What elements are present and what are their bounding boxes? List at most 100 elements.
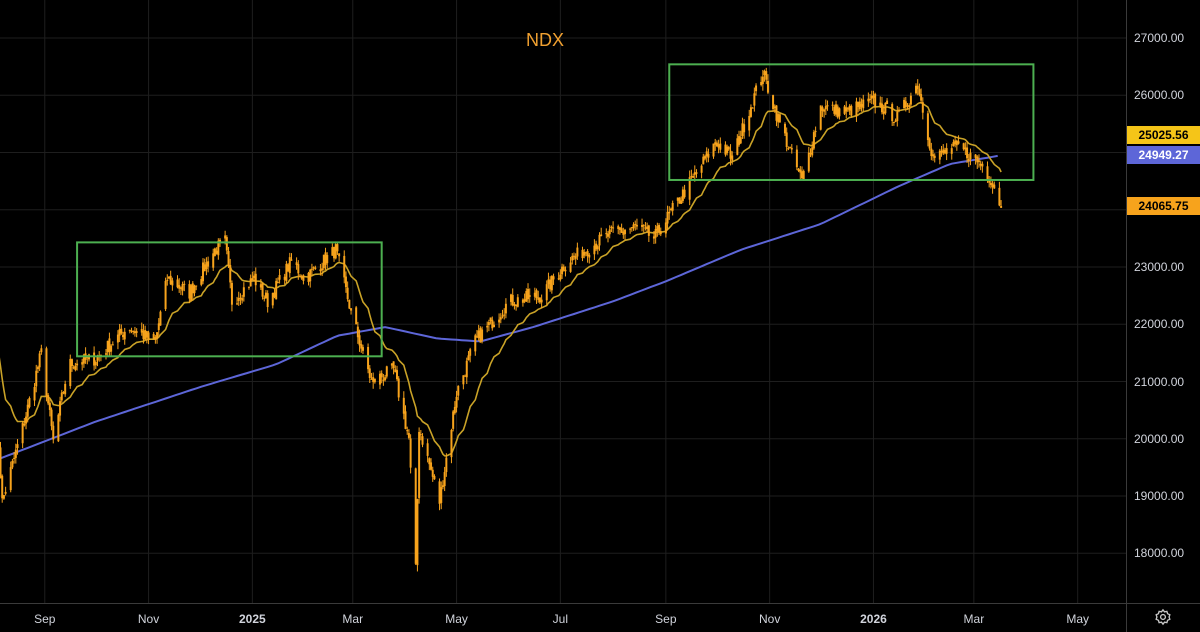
candle-body bbox=[624, 229, 627, 235]
candle-body bbox=[154, 337, 157, 340]
candle-body bbox=[765, 71, 768, 80]
candle-body bbox=[156, 332, 159, 339]
range-box-2 bbox=[668, 63, 1035, 181]
candle-body bbox=[581, 249, 584, 259]
candle-body bbox=[350, 308, 353, 311]
candle-body bbox=[215, 250, 218, 254]
candle-body bbox=[559, 274, 562, 280]
candle-body bbox=[406, 430, 409, 432]
x-tick-label: 2026 bbox=[860, 612, 887, 626]
candle-body bbox=[200, 279, 203, 285]
candle-body bbox=[299, 275, 302, 277]
candle-body bbox=[957, 141, 960, 144]
candle-body bbox=[430, 462, 433, 470]
candle-body bbox=[707, 153, 710, 158]
range-box-1 bbox=[76, 241, 383, 358]
candle-body bbox=[336, 244, 339, 252]
candle-body bbox=[600, 234, 603, 236]
candle-body bbox=[561, 266, 564, 275]
x-tick-label: Sep bbox=[34, 612, 56, 626]
candle-body bbox=[486, 325, 489, 328]
candle-body bbox=[467, 355, 470, 361]
candle-body bbox=[612, 227, 615, 229]
candle-body bbox=[70, 359, 73, 367]
candle-body bbox=[702, 156, 705, 165]
candle-body bbox=[47, 395, 50, 404]
candle-body bbox=[909, 95, 912, 105]
candle-body bbox=[426, 443, 429, 456]
candle-body bbox=[169, 275, 172, 285]
candle-body bbox=[464, 375, 467, 377]
candle-body bbox=[515, 304, 518, 307]
candle-body bbox=[644, 227, 647, 229]
candle-body bbox=[659, 231, 662, 235]
candle-body bbox=[35, 370, 38, 387]
candle-body bbox=[824, 106, 827, 110]
candle-body bbox=[132, 330, 135, 333]
x-tick-label: Mar bbox=[963, 612, 985, 626]
candle-body bbox=[212, 253, 215, 268]
candle-body bbox=[552, 276, 555, 280]
candle-body bbox=[503, 314, 506, 316]
candle-body bbox=[835, 104, 838, 115]
candle-body bbox=[930, 148, 933, 157]
candle-body bbox=[498, 319, 501, 323]
candle-body bbox=[14, 449, 17, 458]
candle-body bbox=[833, 106, 836, 114]
candle-body bbox=[564, 269, 567, 272]
candle-body bbox=[254, 273, 257, 286]
candle-body bbox=[288, 257, 291, 274]
candle-body bbox=[384, 377, 387, 381]
candle-body bbox=[715, 142, 718, 147]
candle-body bbox=[261, 283, 264, 297]
candle-body bbox=[724, 144, 727, 155]
candle-body bbox=[60, 392, 63, 401]
candle-body bbox=[884, 102, 887, 114]
candle-body bbox=[802, 170, 805, 180]
candle-body bbox=[418, 431, 421, 498]
candle-body bbox=[344, 276, 347, 288]
candle-body bbox=[894, 120, 897, 122]
candle-body bbox=[76, 363, 79, 366]
ma-slow-value-badge: 24949.27 bbox=[1127, 146, 1200, 164]
candle-body bbox=[147, 332, 150, 340]
candle-body bbox=[81, 362, 84, 365]
gear-icon[interactable] bbox=[1154, 608, 1172, 626]
candle-body bbox=[921, 102, 924, 113]
candle-body bbox=[489, 317, 492, 321]
candle-body bbox=[618, 227, 621, 230]
candle-body bbox=[355, 307, 358, 325]
candle-body bbox=[966, 147, 969, 159]
candle-body bbox=[955, 140, 958, 146]
candle-body bbox=[249, 278, 252, 287]
candle-body bbox=[285, 263, 288, 281]
candle-body bbox=[402, 397, 405, 414]
candle-body bbox=[906, 105, 909, 107]
candle-body bbox=[799, 169, 802, 173]
candle-body bbox=[433, 476, 436, 480]
candle-body bbox=[331, 247, 334, 256]
candle-body bbox=[760, 81, 763, 86]
candle-body bbox=[356, 326, 359, 338]
candle-body bbox=[831, 104, 834, 106]
candle-body bbox=[652, 236, 655, 239]
candle-body bbox=[848, 105, 851, 111]
candle-body bbox=[826, 105, 829, 107]
candle-body bbox=[981, 163, 984, 167]
candle-body bbox=[203, 264, 206, 272]
candle-body bbox=[693, 172, 696, 175]
candle-body bbox=[731, 155, 734, 161]
candle-body bbox=[195, 285, 198, 287]
candle-body bbox=[397, 378, 400, 398]
candle-body bbox=[36, 367, 39, 370]
candle-body bbox=[918, 89, 921, 95]
candle-body bbox=[969, 152, 972, 160]
candle-body bbox=[676, 197, 679, 201]
candle-body bbox=[455, 396, 458, 408]
candle-body bbox=[766, 80, 769, 93]
candle-body bbox=[227, 251, 230, 266]
candle-body bbox=[714, 142, 717, 145]
candle-body bbox=[726, 146, 729, 154]
x-tick-label: May bbox=[445, 612, 468, 626]
